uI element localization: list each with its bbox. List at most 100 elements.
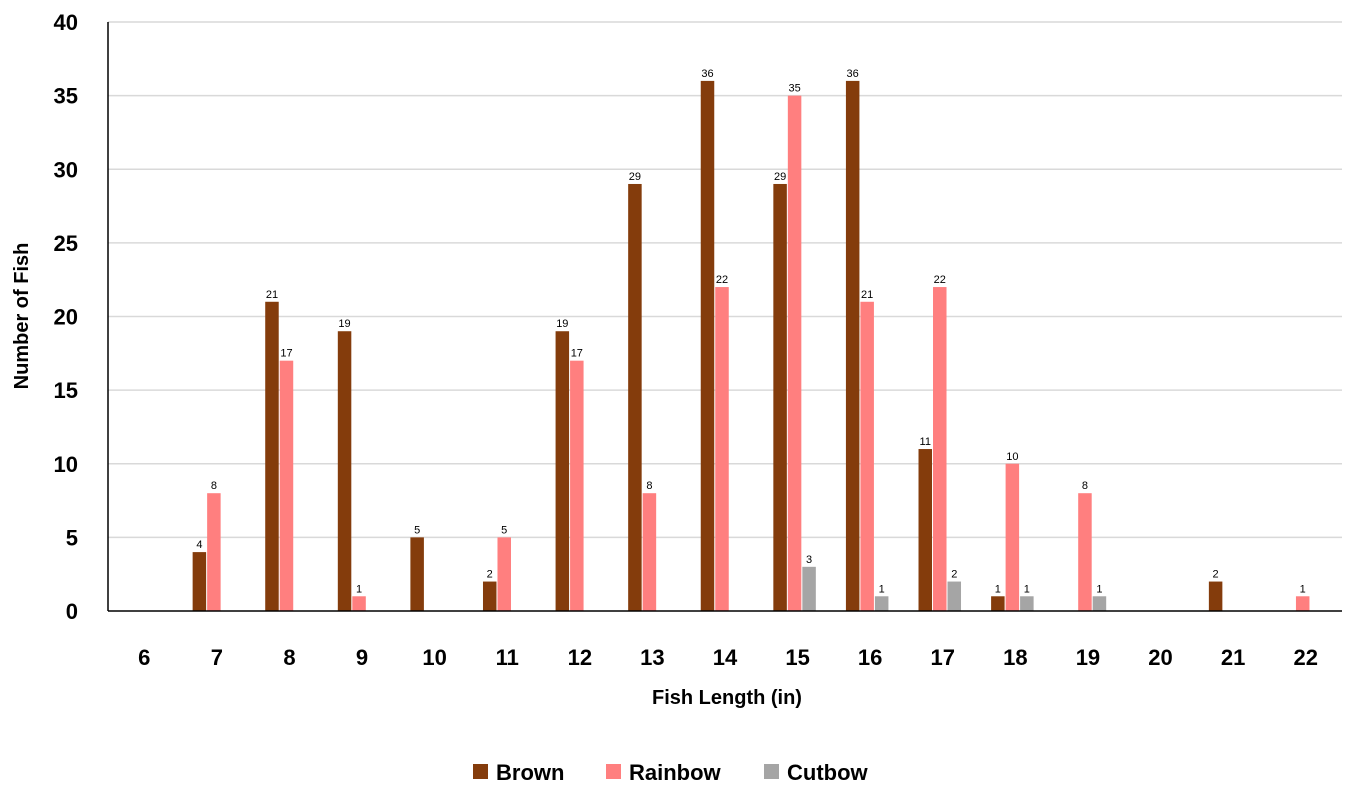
data-label: 2: [1213, 569, 1219, 581]
legend-swatch-cutbow: [764, 764, 779, 779]
data-label: 1: [1300, 583, 1306, 595]
bar-rainbow-16: [860, 301, 874, 611]
bar-rainbow-17: [933, 287, 947, 611]
data-label: 1: [356, 583, 362, 595]
data-label: 21: [861, 289, 873, 301]
y-tick-label: 40: [54, 10, 78, 35]
legend: Brown Rainbow Cutbow: [473, 760, 869, 785]
data-label: 29: [629, 171, 641, 183]
bar-brown-21: [1208, 581, 1223, 611]
x-tick-label: 13: [640, 645, 664, 670]
data-label: 22: [934, 274, 946, 286]
data-label: 21: [266, 289, 278, 301]
bar-cutbow-17: [947, 581, 962, 611]
x-tick-label: 10: [422, 645, 446, 670]
data-labels: 4211952192936293611128171517822352122108…: [196, 68, 1305, 595]
x-tick-label: 8: [283, 645, 295, 670]
y-tick-label: 10: [54, 452, 78, 477]
bar-rainbow-9: [352, 596, 366, 611]
bar-cutbow-19: [1092, 596, 1107, 611]
legend-swatch-rainbow: [606, 764, 621, 779]
x-tick-label: 17: [931, 645, 955, 670]
y-tick-label: 35: [54, 84, 78, 109]
bar-rainbow-18: [1005, 463, 1020, 611]
x-tick-label: 18: [1003, 645, 1027, 670]
bar-brown-16: [845, 80, 860, 611]
y-axis-title: Number of Fish: [11, 243, 33, 390]
data-label: 8: [1082, 480, 1088, 492]
data-label: 11: [920, 436, 931, 448]
y-tick-label: 0: [66, 599, 78, 624]
data-label: 17: [571, 348, 583, 360]
bar-brown-9: [337, 331, 352, 611]
data-label: 4: [196, 539, 202, 551]
bar-brown-11: [482, 581, 497, 611]
x-tick-label: 6: [138, 645, 150, 670]
x-tick-label: 22: [1293, 645, 1317, 670]
x-axis-title: Fish Length (in): [652, 687, 802, 709]
data-label: 2: [951, 569, 957, 581]
data-label: 35: [788, 83, 800, 95]
x-tick-label: 14: [713, 645, 738, 670]
x-tick-label: 20: [1148, 645, 1172, 670]
x-tick-label: 12: [568, 645, 592, 670]
data-label: 8: [646, 480, 652, 492]
data-label: 5: [501, 524, 507, 536]
bar-rainbow-7: [207, 493, 221, 611]
bar-rainbow-8: [279, 360, 294, 611]
data-label: 1: [995, 583, 1001, 595]
bar-rainbow-14: [715, 287, 729, 611]
y-tick-label: 5: [66, 525, 78, 550]
data-label: 2: [487, 569, 493, 581]
x-tick-label: 15: [785, 645, 809, 670]
bar-brown-12: [555, 331, 570, 611]
data-label: 19: [338, 318, 350, 330]
data-label: 36: [701, 68, 713, 80]
bar-brown-7: [192, 552, 207, 611]
bar-rainbow-12: [570, 360, 584, 611]
data-label: 1: [1024, 583, 1030, 595]
y-tick-label: 15: [54, 378, 78, 403]
bar-brown-17: [918, 449, 933, 611]
x-tick-label: 9: [356, 645, 368, 670]
x-tick-label: 16: [858, 645, 882, 670]
bar-brown-18: [991, 596, 1005, 611]
data-label: 29: [774, 171, 786, 183]
data-label: 36: [847, 68, 859, 80]
bar-cutbow-18: [1020, 596, 1034, 611]
x-tick-label: 21: [1221, 645, 1245, 670]
data-label: 22: [716, 274, 728, 286]
data-label: 10: [1006, 451, 1018, 463]
y-tick-label: 20: [54, 305, 78, 330]
bar-rainbow-19: [1078, 493, 1092, 611]
bar-brown-14: [700, 80, 715, 611]
bar-rainbow-13: [642, 493, 657, 611]
bar-cutbow-15: [802, 566, 816, 611]
bar-brown-10: [410, 537, 424, 611]
x-tick-label: 7: [211, 645, 223, 670]
legend-label-cutbow: Cutbow: [787, 760, 869, 785]
data-label: 1: [1096, 583, 1102, 595]
bar-rainbow-22: [1295, 596, 1310, 611]
bar-cutbow-16: [874, 596, 889, 611]
legend-label-brown: Brown: [496, 760, 564, 785]
legend-label-rainbow: Rainbow: [629, 760, 722, 785]
bar-rainbow-15: [787, 95, 802, 611]
data-label: 19: [556, 318, 568, 330]
bars: [192, 80, 1310, 611]
bar-rainbow-11: [497, 537, 511, 611]
y-tick-label: 25: [54, 231, 78, 256]
data-label: 1: [879, 583, 885, 595]
data-label: 17: [280, 348, 292, 360]
bar-brown-8: [265, 301, 279, 611]
bar-brown-15: [773, 183, 787, 611]
x-tick-label: 19: [1076, 645, 1100, 670]
x-tick-label: 11: [496, 645, 519, 670]
data-label: 8: [211, 480, 217, 492]
legend-swatch-brown: [473, 764, 488, 779]
data-label: 5: [414, 524, 420, 536]
y-tick-label: 30: [54, 157, 78, 182]
